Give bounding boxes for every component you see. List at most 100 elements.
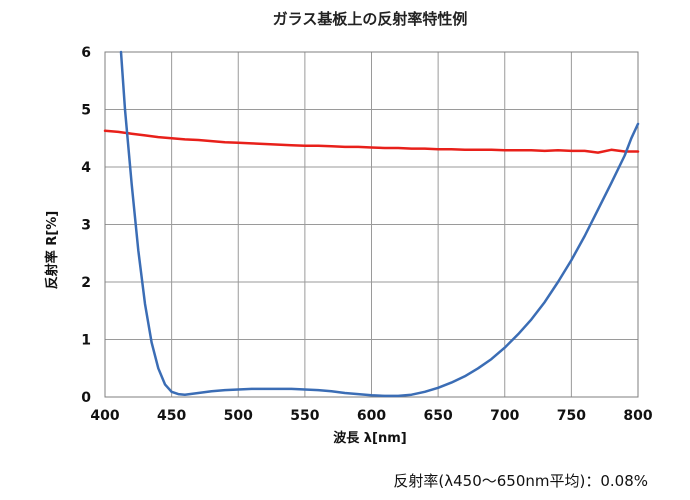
series-2-point — [144, 303, 146, 305]
series-1-point — [570, 150, 573, 152]
series-1-point — [224, 141, 226, 143]
series-1-point — [530, 149, 533, 151]
series-1-point — [397, 147, 399, 149]
series-2-point — [384, 395, 386, 397]
x-tick-label: 500 — [224, 408, 253, 424]
series-1-point — [290, 144, 293, 146]
x-tick-labels: 400 450 500 550 600 650 700 750 800 — [90, 408, 652, 424]
series-2-point — [544, 301, 546, 303]
x-tick-label: 700 — [490, 408, 519, 424]
series-2-point — [437, 387, 439, 389]
y-tick-label: 5 — [81, 103, 91, 119]
series-2-point — [120, 51, 122, 53]
series-2-point — [157, 367, 159, 369]
series-2-point — [490, 358, 492, 360]
x-tick-label: 650 — [424, 408, 453, 424]
series-2-point — [504, 347, 506, 349]
series-1-point — [557, 149, 559, 151]
x-axis-label: 波長 λ[nm] — [333, 430, 406, 446]
series-2-point — [597, 209, 599, 211]
series-1-point — [171, 137, 173, 139]
plot-area-border — [104, 51, 639, 398]
average-reflectance-note: 反射率(λ450～650nm平均)：0.08% — [393, 472, 648, 490]
series-1-point — [251, 142, 253, 144]
series-1-point — [184, 138, 186, 140]
series-2-point — [251, 388, 253, 390]
series-1-point — [437, 148, 439, 150]
y-tick-label: 4 — [81, 160, 91, 176]
series-2-point — [264, 388, 266, 390]
x-tick-label: 750 — [557, 408, 586, 424]
series-2-point — [410, 394, 413, 396]
series-2-point — [184, 394, 186, 396]
series-2-point — [124, 108, 126, 111]
series-2-point — [624, 154, 626, 157]
series-1-point — [610, 149, 612, 151]
series-1-point — [370, 146, 373, 149]
series-2-point — [530, 318, 533, 320]
series-1-point — [450, 148, 452, 150]
series-2-point — [637, 123, 639, 125]
x-tick-label: 800 — [623, 408, 652, 424]
series-group — [103, 50, 640, 398]
y-tick-label: 6 — [81, 45, 91, 61]
series-2-point — [330, 390, 333, 392]
y-axis-label: 反射率 R[%] — [44, 211, 60, 289]
series-2-point — [450, 382, 452, 384]
series-1-point — [330, 145, 333, 147]
series-1-point — [304, 145, 306, 147]
series-1-point — [264, 143, 266, 145]
series-2-point — [357, 393, 359, 395]
series-2-point — [464, 375, 466, 377]
series-1-point — [277, 144, 279, 146]
series-2-point — [171, 391, 173, 393]
series-2-point — [557, 281, 559, 283]
series-2-point — [164, 383, 166, 385]
x-tick-label: 400 — [90, 408, 119, 424]
series-2-point — [570, 259, 573, 261]
series-2-point — [177, 393, 179, 395]
series-1-point — [637, 150, 639, 153]
series-1-point — [237, 142, 239, 144]
series-2-point — [137, 249, 139, 251]
series-1-point — [131, 133, 133, 135]
y-tick-label: 3 — [81, 218, 91, 234]
y-tick-label: 2 — [81, 275, 91, 291]
series-1-point — [117, 131, 119, 133]
series-1-point — [317, 145, 319, 147]
series-1-point — [384, 147, 386, 149]
series-1-point — [197, 139, 199, 141]
chart-title: ガラス基板上の反射率特性例 — [273, 10, 468, 28]
series-2-point — [344, 392, 346, 394]
series-1-point — [144, 134, 146, 136]
y-tick-label: 0 — [81, 390, 91, 406]
series-2-point — [610, 182, 612, 184]
x-tick-label: 550 — [290, 408, 319, 424]
series-1-point — [357, 146, 359, 148]
series-2-point — [584, 235, 586, 237]
series-2-point — [224, 389, 226, 391]
series-1-point — [344, 146, 346, 148]
series-1-point — [490, 149, 492, 151]
series-2-point — [151, 341, 153, 343]
series-2-point — [131, 183, 133, 185]
series-2-point — [237, 388, 239, 391]
series-2-point — [370, 394, 373, 396]
y-tick-label: 1 — [81, 333, 91, 349]
series-2-point — [517, 333, 519, 335]
series-1-point — [517, 149, 519, 151]
series-2-point — [424, 391, 426, 393]
series-1-point — [464, 149, 466, 151]
series-2-point — [317, 389, 319, 391]
series-1-point — [104, 130, 106, 132]
series-1-point — [504, 149, 506, 151]
series-1-point — [211, 140, 213, 142]
series-1-point — [597, 152, 599, 154]
series-1-point — [584, 150, 586, 152]
y-tick-labels: 0 1 2 3 4 5 6 — [81, 45, 91, 406]
series-2-point — [211, 390, 213, 392]
series-1-point — [424, 148, 426, 150]
series-line-2 — [119, 50, 640, 398]
series-2-point — [397, 395, 399, 397]
